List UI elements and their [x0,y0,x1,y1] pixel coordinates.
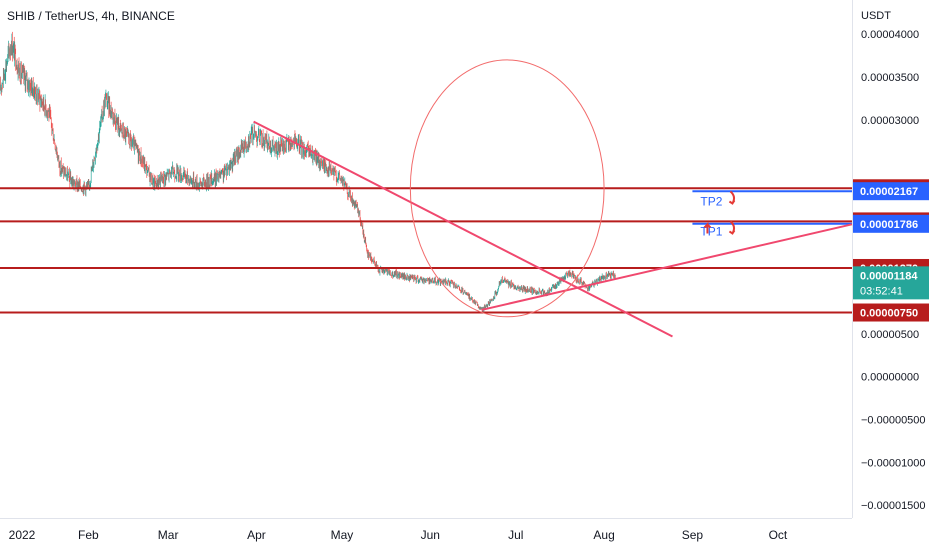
price-axis-tick-label: 0.00000000 [861,372,919,384]
time-axis-label: Feb [78,528,99,542]
target-annotation-tp2: TP2 [700,194,722,208]
drawings-layer: TP2 TP1 [0,59,853,338]
time-axis-label: Apr [247,528,266,542]
price-axis-tick-label: 0.00003000 [861,115,919,127]
price-badge [853,182,929,201]
axes-layer: USDT 0.00004000 0.00003500 0.00003000 0.0000… [9,10,929,542]
price-axis-tick-label: −0.00001000 [861,457,926,469]
time-axis-label: Mar [158,528,179,542]
last-price-badge [853,266,929,300]
arrow-icon [728,190,736,205]
time-axis-label: Jul [508,528,523,542]
last-price-label: 0.00001184 [860,270,918,282]
price-axis-tick-label: −0.00001500 [861,500,926,512]
price-badge [853,303,929,322]
trendline [481,223,853,311]
price-badge [853,214,929,233]
price-badge-label: 0.00000750 [860,308,918,320]
arrow-icon [728,220,736,235]
price-axis-tick-label: 0.00004000 [861,29,919,41]
highlight-ellipse [409,59,605,318]
trendline [253,120,673,338]
candles-layer [0,31,616,313]
price-axis-tick-label: −0.00000500 [861,415,926,427]
price-badge-label: 0.00001786 [860,219,918,231]
time-axis-label: Jun [421,528,440,542]
time-axis-label: Sep [682,528,704,542]
price-badge-label: 0.00002167 [860,186,918,198]
countdown-label: 03:52:41 [860,285,903,297]
price-axis-tick-label: 0.00003500 [861,72,919,84]
time-axis-label: May [331,528,354,542]
target-annotation-tp1: TP1 [700,224,722,238]
chart-title: SHIB / TetherUS, 4h, BINANCE [7,9,175,23]
time-axis-label: 2022 [9,528,36,542]
price-axis-unit: USDT [861,10,891,22]
arrow-icon [703,222,712,234]
time-axis-label: Aug [593,528,614,542]
price-axis-tick-label: 0.00000500 [861,329,919,341]
time-axis-label: Oct [769,528,788,542]
